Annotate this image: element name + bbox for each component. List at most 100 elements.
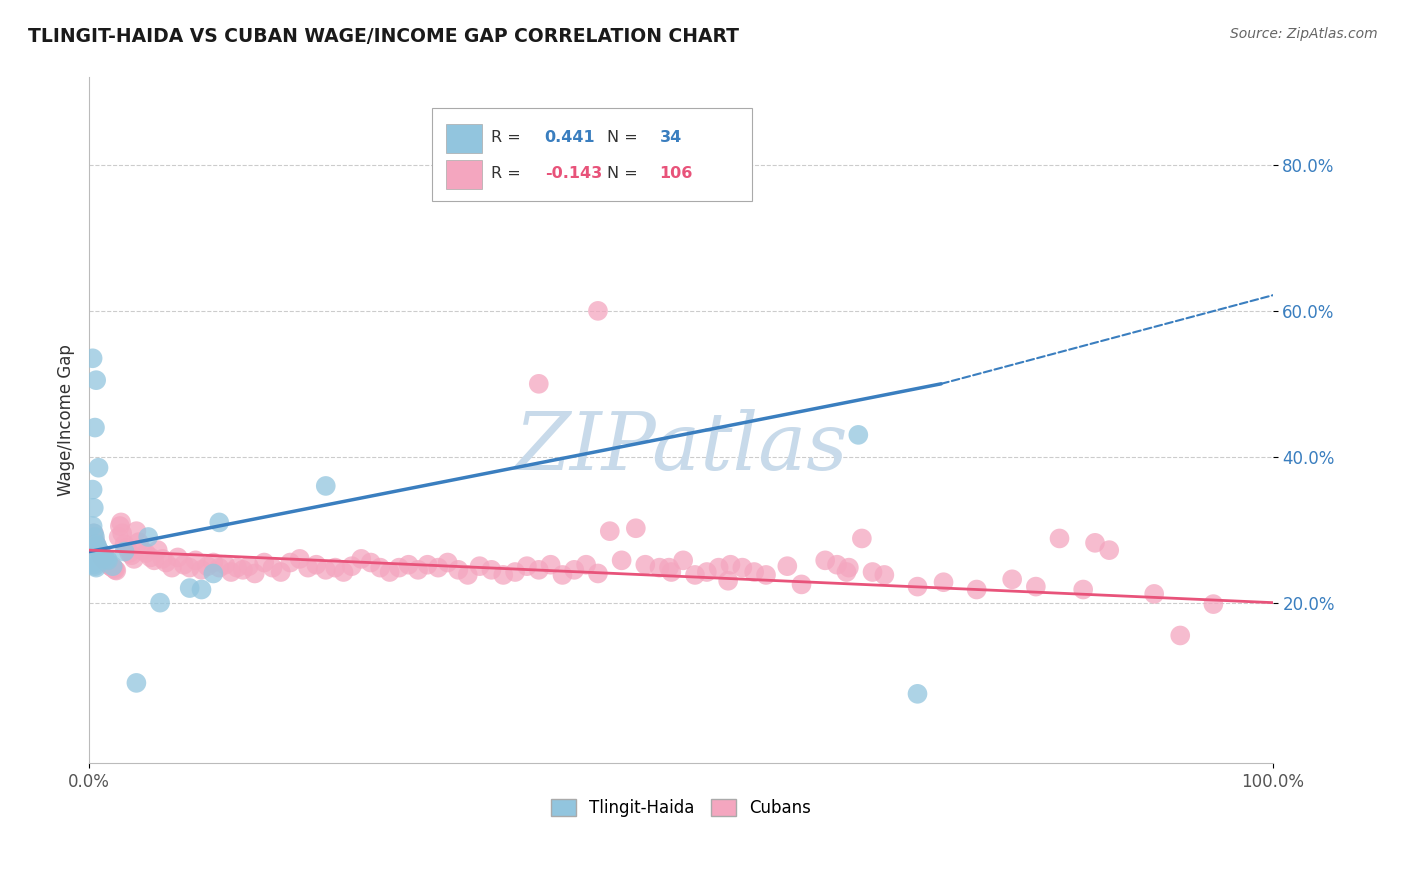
Point: [1143, 587, 1166, 601]
Point: [873, 568, 896, 582]
Point: [128, 535, 150, 549]
Point: [416, 558, 439, 572]
Point: [84, 559, 107, 574]
Point: [323, 560, 346, 574]
Point: [87, 543, 110, 558]
Point: [492, 568, 515, 582]
Point: [190, 563, 212, 577]
Point: [184, 553, 207, 567]
Point: [84, 537, 107, 551]
Point: [398, 558, 420, 572]
Point: [125, 676, 148, 690]
Point: [1168, 628, 1191, 642]
Point: [731, 560, 754, 574]
Legend: Tlingit-Haida, Cubans: Tlingit-Haida, Cubans: [544, 792, 818, 823]
Point: [82, 483, 104, 497]
Point: [315, 479, 337, 493]
Point: [540, 558, 562, 572]
Point: [846, 428, 869, 442]
Point: [262, 560, 284, 574]
Point: [179, 581, 201, 595]
Point: [1084, 536, 1107, 550]
Point: [481, 563, 503, 577]
Point: [105, 564, 128, 578]
Point: [118, 546, 141, 560]
Text: 0.441: 0.441: [544, 130, 595, 145]
Point: [288, 552, 311, 566]
Point: [96, 555, 118, 569]
Point: [149, 596, 172, 610]
Point: [1098, 543, 1121, 558]
Point: [94, 554, 117, 568]
Point: [125, 524, 148, 538]
Point: [503, 565, 526, 579]
Point: [243, 566, 266, 581]
Point: [634, 558, 657, 572]
Point: [717, 574, 740, 588]
Point: [1202, 597, 1225, 611]
Point: [907, 687, 929, 701]
Point: [82, 519, 104, 533]
Point: [360, 556, 382, 570]
Point: [1025, 580, 1047, 594]
FancyBboxPatch shape: [432, 108, 752, 201]
Point: [84, 560, 107, 574]
Point: [111, 526, 134, 541]
Point: [814, 553, 837, 567]
Point: [101, 560, 124, 574]
Text: 106: 106: [659, 166, 693, 181]
Point: [297, 560, 319, 574]
Point: [516, 559, 538, 574]
Point: [683, 568, 706, 582]
Point: [790, 577, 813, 591]
Point: [562, 563, 585, 577]
Point: [84, 420, 107, 434]
Point: [97, 556, 120, 570]
Point: [776, 559, 799, 574]
Point: [115, 541, 138, 555]
Point: [707, 560, 730, 574]
Point: [527, 563, 550, 577]
Text: -0.143: -0.143: [544, 166, 602, 181]
Point: [340, 559, 363, 574]
Text: N =: N =: [607, 166, 644, 181]
Point: [87, 543, 110, 558]
Point: [84, 530, 107, 544]
Point: [160, 560, 183, 574]
Point: [226, 560, 249, 574]
Point: [91, 550, 114, 565]
Point: [143, 553, 166, 567]
Point: [208, 560, 231, 574]
Point: [378, 565, 401, 579]
Point: [586, 566, 609, 581]
Point: [98, 558, 121, 572]
Point: [84, 537, 107, 551]
Point: [86, 541, 108, 555]
Point: [350, 552, 373, 566]
Point: [457, 568, 479, 582]
Point: [202, 556, 225, 570]
Point: [90, 548, 112, 562]
Point: [107, 530, 129, 544]
Point: [368, 560, 391, 574]
Point: [86, 540, 108, 554]
Point: [114, 537, 136, 551]
Point: [315, 563, 337, 577]
Point: [96, 552, 118, 566]
Point: [648, 560, 671, 574]
Point: [155, 556, 177, 570]
Point: [270, 565, 292, 579]
Point: [658, 560, 681, 574]
Point: [90, 546, 112, 560]
Point: [932, 575, 955, 590]
Point: [527, 376, 550, 391]
Point: [851, 532, 873, 546]
Text: Source: ZipAtlas.com: Source: ZipAtlas.com: [1230, 27, 1378, 41]
Point: [114, 544, 136, 558]
Point: [610, 553, 633, 567]
Point: [82, 351, 104, 366]
Point: [100, 559, 122, 574]
Point: [907, 580, 929, 594]
Point: [406, 563, 429, 577]
Point: [202, 566, 225, 581]
